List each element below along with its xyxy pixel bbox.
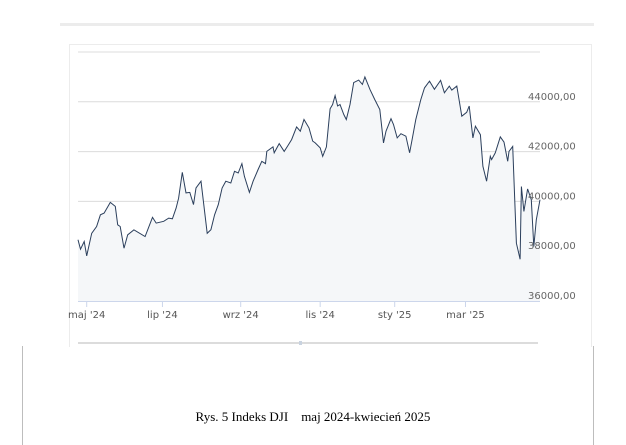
price-area-fill xyxy=(78,76,540,302)
frame-top-border xyxy=(60,23,594,26)
x-axis: maj '24 lip '24 wrz '24 lis '24 sty '25 mar '… xyxy=(68,301,485,321)
chart-container xyxy=(69,44,592,347)
x-tick-label: lip '24 xyxy=(147,310,178,321)
figure-caption: Rys. 5 Indeks DJI maj 2024-kwiecień 2025 xyxy=(195,409,431,424)
x-tick-label: mar '25 xyxy=(446,310,485,321)
y-tick-label: 40000,00 xyxy=(528,191,576,202)
price-line xyxy=(77,75,541,260)
x-tick-label: lis '24 xyxy=(305,310,334,321)
x-tick-label: wrz '24 xyxy=(223,310,259,321)
y-axis: 36000,00 38000,00 40000,00 42000,00 44000,00 xyxy=(528,92,576,302)
x-tick-label: sty '25 xyxy=(378,310,412,321)
y-tick-label: 38000,00 xyxy=(528,241,576,252)
document-left-border xyxy=(22,346,23,445)
navigator-handle[interactable] xyxy=(299,341,302,345)
document-right-border xyxy=(593,346,594,445)
y-tick-label: 42000,00 xyxy=(528,142,576,153)
y-tick-label: 44000,00 xyxy=(528,92,576,103)
x-tick-label: maj '24 xyxy=(68,310,105,321)
y-tick-label: 36000,00 xyxy=(528,291,576,302)
